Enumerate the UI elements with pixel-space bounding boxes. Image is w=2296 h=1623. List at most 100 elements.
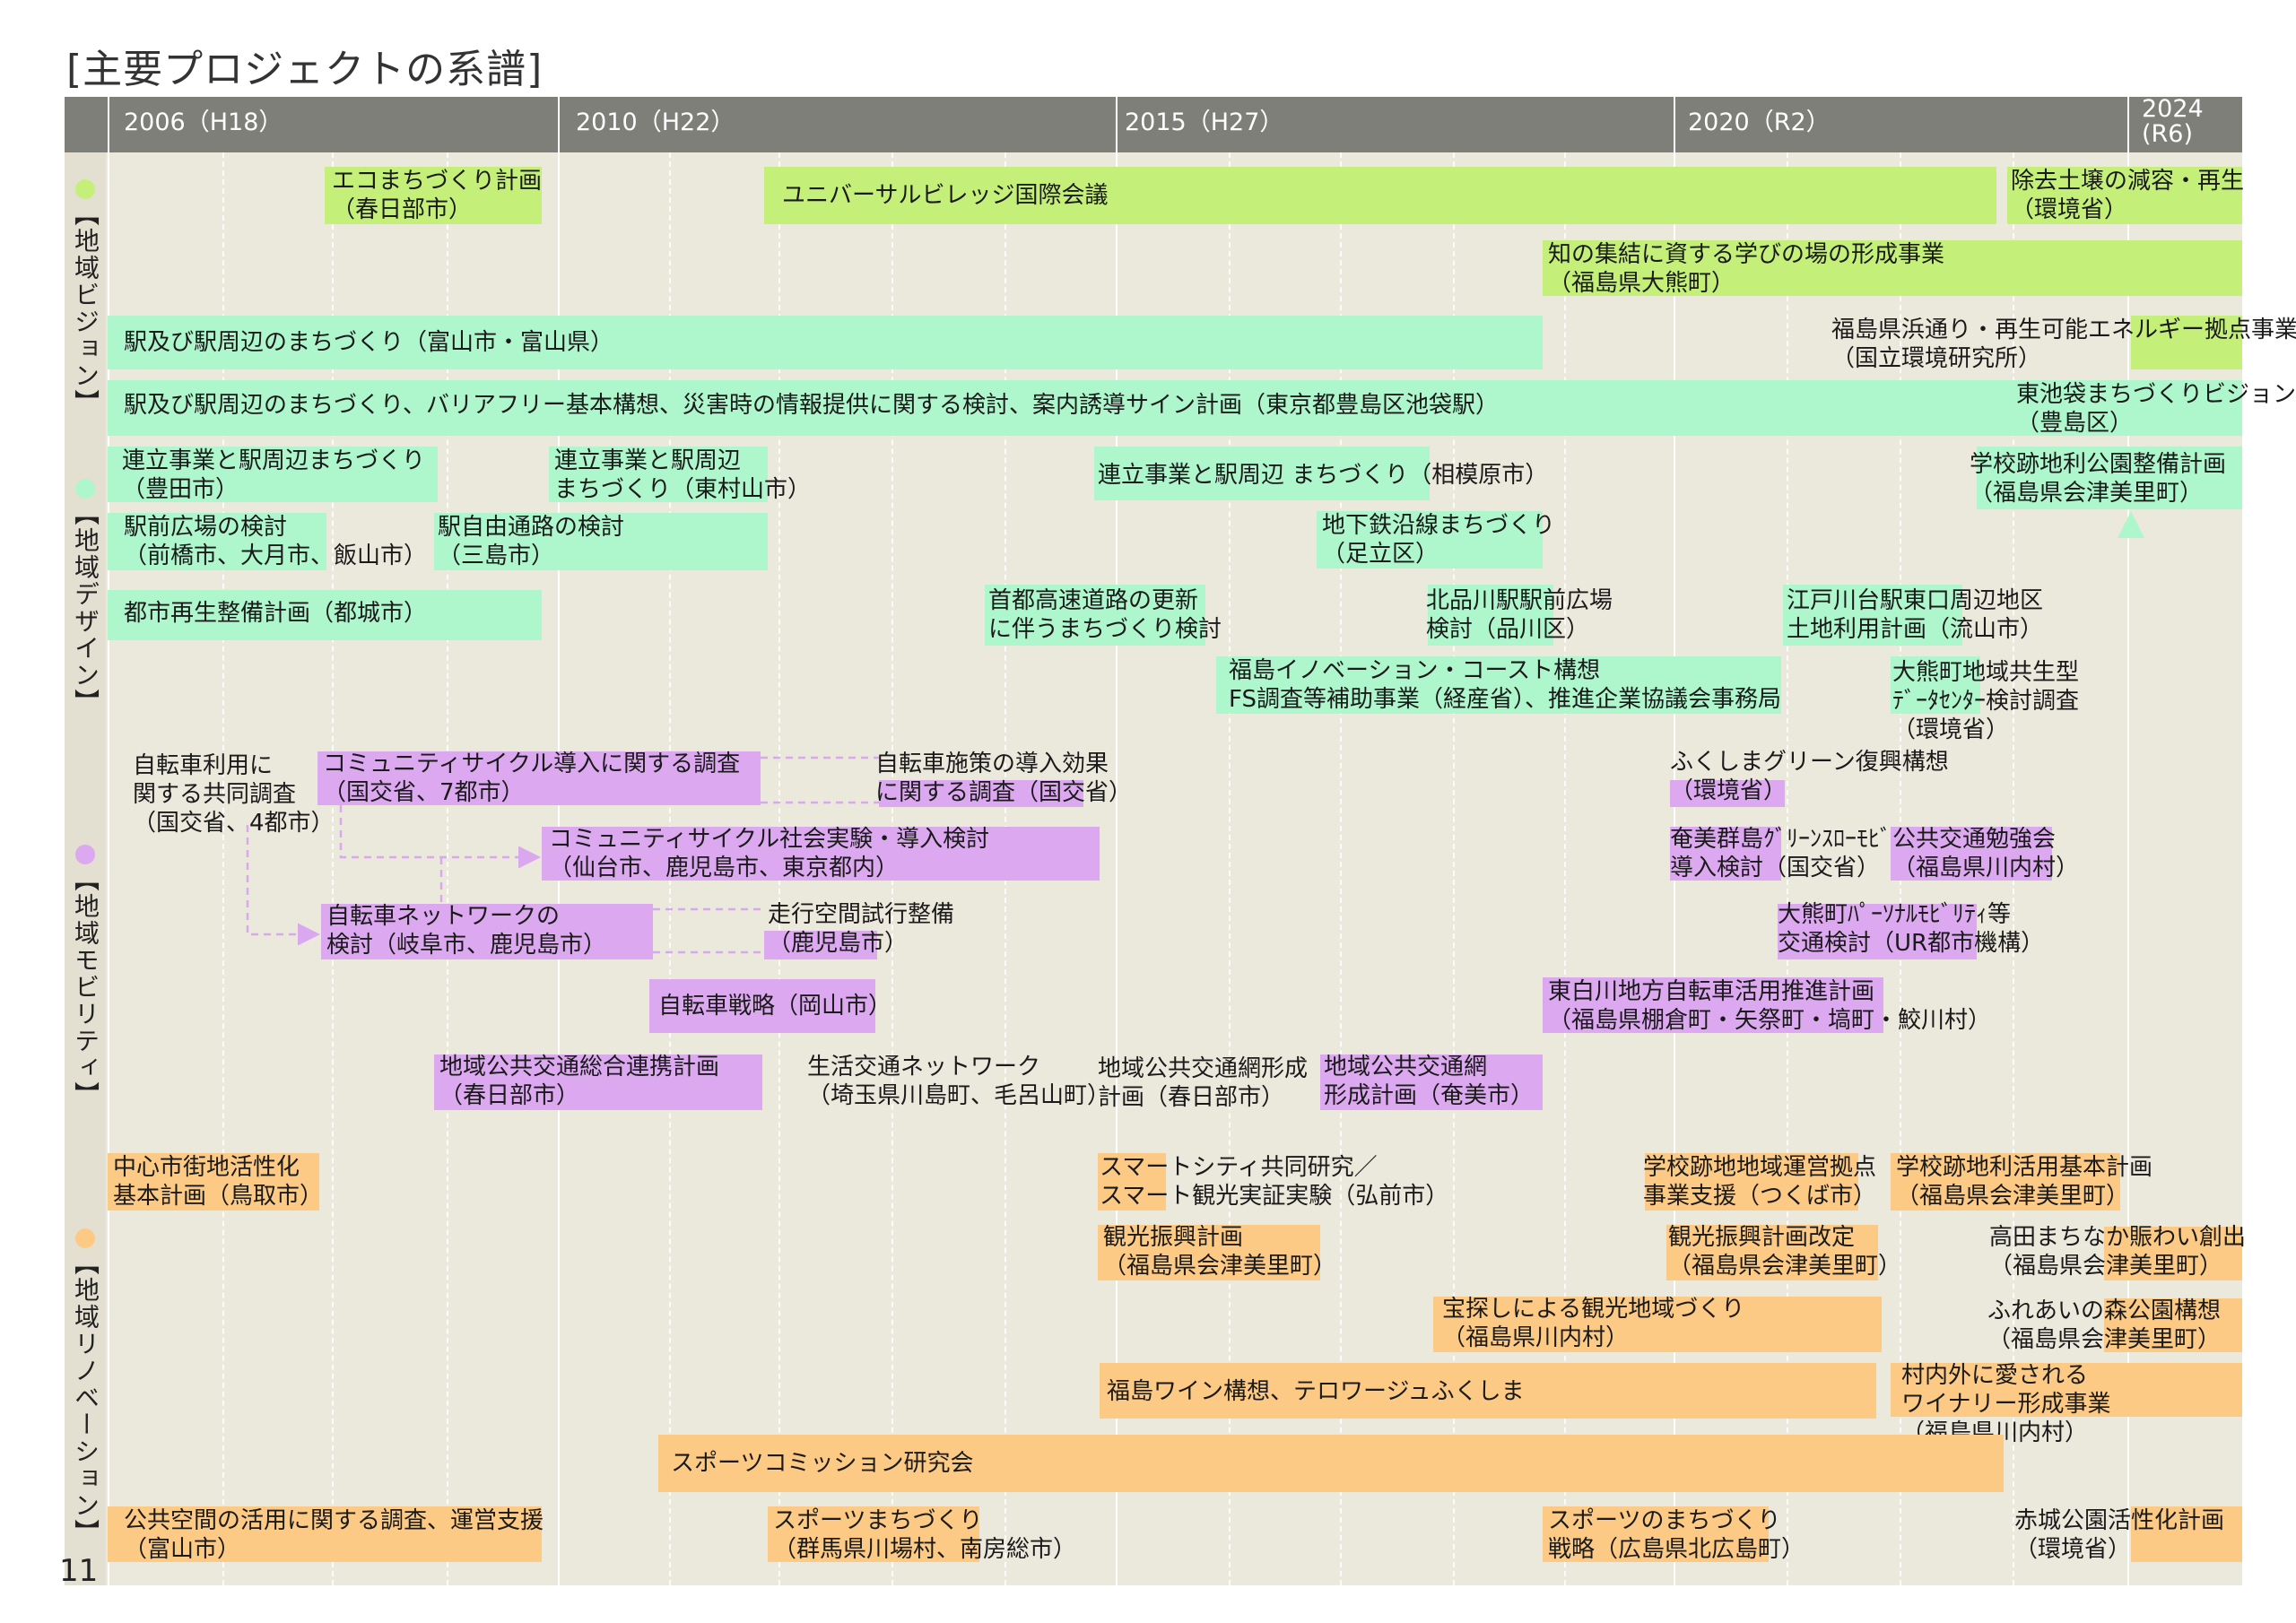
project-bar <box>1666 1225 1878 1280</box>
project-label: 走行空間試行整備 （鹿児島市） <box>768 901 955 957</box>
project-bar <box>108 1506 542 1562</box>
year-label-2010: 2010（H22） <box>576 108 735 136</box>
project-bar <box>108 380 2007 436</box>
project-label: 生活交通ネットワーク （埼玉県川島町、毛呂山町） <box>807 1054 1111 1109</box>
project-label: 駅前広場の検討 （前橋市、大月市、飯山市） <box>124 514 428 569</box>
timeline-header <box>65 97 2242 152</box>
section-vision: 【地域ビジョン】 <box>68 176 102 416</box>
project-bar <box>549 447 768 502</box>
project-bar <box>2131 316 2242 369</box>
year-gridline <box>2127 152 2129 1585</box>
project-label: 学校跡地利公園整備計画 （福島県会津美里町） <box>1970 451 2227 507</box>
year-gridline-header <box>2127 97 2129 152</box>
project-bar <box>764 167 1996 224</box>
year-gridline <box>108 152 109 1585</box>
section-renovation-label: 【地域リノベーション】 <box>71 1250 100 1546</box>
year-subgridline <box>1453 152 1455 1585</box>
project-label: 観光振興計画改定 （福島県会津美里町） <box>1668 1224 1902 1280</box>
project-bar <box>1098 1153 1166 1211</box>
project-label: 駅及び駅周辺のまちづくり、バリアフリー基本構想、災害時の情報提供に関する検討、案… <box>124 392 1499 419</box>
project-label: コミュニティサイクル社会実験・導入検討 （仙台市、鹿児島市、東京都内） <box>549 826 990 881</box>
year-label-2006: 2006（H18） <box>124 108 283 136</box>
project-label: 赤城公園活性化計画 （環境省） <box>2014 1507 2225 1563</box>
project-bar <box>2104 1227 2242 1280</box>
project-bar <box>2007 380 2242 436</box>
year-subgridline <box>332 152 334 1585</box>
connector-arrow <box>246 825 320 946</box>
project-label: スポーツコミッション研究会 <box>671 1450 974 1477</box>
year-subgridline <box>222 152 224 1585</box>
project-bar <box>1433 1297 1882 1352</box>
project-label: 東池袋まちづくりビジョン （豊島区） <box>2016 381 2296 437</box>
year-gridline-header <box>108 97 109 152</box>
project-label: 学校跡地地域運営拠点 事業支援（つくば市） <box>1643 1154 1877 1210</box>
project-label: ふれあいの森公園構想 （福島県会津美里町） <box>1987 1298 2222 1353</box>
project-label: 福島イノベーション・コースト構想 FS調査等補助事業（経産省）、推進企業協議会事… <box>1229 657 1782 713</box>
project-bar <box>879 780 1083 807</box>
project-label: 地域公共交通総合連携計画 （春日部市） <box>439 1054 720 1109</box>
year-subgridline <box>1229 152 1231 1585</box>
project-label: 自転車利用に 関する共同調査 （国交省、4都市） <box>133 752 335 837</box>
project-label: 江戸川台駅東口周辺地区 土地利用計画（流山市） <box>1787 587 2044 643</box>
project-label: スポーツまちづくり （群馬県川場村、南房総市） <box>773 1507 1077 1563</box>
project-bar <box>1891 656 1980 714</box>
project-label: スポーツのまちづくり 戦略（広島県北広島町） <box>1548 1507 1805 1563</box>
renovation-dot-icon <box>75 1228 95 1248</box>
year-gridline <box>1116 152 1118 1585</box>
year-label-2020: 2020（R2） <box>1688 108 1831 136</box>
project-label: 地下鉄沿線まちづくり （足立区） <box>1322 512 1556 568</box>
design-dot-icon <box>75 479 95 499</box>
section-design-label: 【地域デザイン】 <box>71 500 100 716</box>
project-bar <box>108 1153 319 1211</box>
project-label: 自転車施策の導入効果 に関する調査（国交省） <box>875 751 1133 806</box>
project-bar <box>1320 1055 1543 1110</box>
project-label: 宝探しによる観光地域づくり （福島県川内村） <box>1442 1296 1745 1351</box>
project-label: 村内外に愛される ワイナリー形成事業 （福島県川内村） <box>1901 1362 2111 1446</box>
section-design: 【地域デザイン】 <box>68 475 102 716</box>
project-bar <box>108 590 542 640</box>
project-label: 公共交通勉強会 （福島県川内村） <box>1892 826 2080 881</box>
project-bar <box>1543 1506 1769 1562</box>
project-label: 都市再生整備計画（都城市） <box>124 600 428 627</box>
project-label: 除去土壌の減容・再生 （環境省） <box>2011 168 2245 223</box>
project-bar <box>434 513 768 570</box>
project-bar <box>108 513 326 570</box>
project-bar <box>325 167 542 224</box>
project-bar <box>1891 1363 2242 1417</box>
section-vision-label: 【地域ビジョン】 <box>71 201 100 416</box>
project-label: エコまちづくり計画 （春日部市） <box>332 168 543 223</box>
mobility-dot-icon <box>75 845 95 864</box>
section-label-column <box>65 152 106 1585</box>
project-bar <box>542 827 1100 881</box>
project-bar <box>649 979 875 1033</box>
project-label: ふくしまグリーン復興構想 （環境省） <box>1670 749 1949 804</box>
project-bar <box>1670 780 1785 807</box>
vision-dot-icon <box>75 179 95 199</box>
year-label-2024-era: (R6) <box>2142 120 2194 148</box>
project-label: 大熊町ﾊﾟｰｿﾅﾙﾓﾋﾞﾘﾃｨ等 交通検討（UR都市機構） <box>1778 901 2045 957</box>
section-mobility: 【地域モビリティ】 <box>68 841 102 1108</box>
project-label: 駅及び駅周辺のまちづくり（富山市・富山県） <box>124 329 614 356</box>
page-number: 11 <box>59 1553 99 1589</box>
project-label: 自転車ネットワークの 検討（岐阜市、鹿児島市） <box>326 903 607 959</box>
project-bar <box>1094 447 1430 500</box>
project-bar <box>1977 447 2242 509</box>
project-bar <box>321 904 653 959</box>
project-bar <box>768 1506 979 1562</box>
project-bar <box>764 931 877 959</box>
project-label: 知の集結に資する学びの場の形成事業 （福島県大熊町） <box>1548 241 1945 297</box>
project-bar <box>658 1435 2004 1492</box>
project-label: 地域公共交通網 形成計画（奄美市） <box>1324 1054 1535 1109</box>
project-label: 連立事業と駅周辺 まちづくり（東村山市） <box>554 447 812 503</box>
project-label: 奄美群島ｸﾞﾘｰﾝｽﾛｰﾓﾋﾞﾘﾃｨ 導入検討（国交省） <box>1670 826 1927 881</box>
project-bar <box>1891 827 2052 881</box>
project-label: 自転車戦略（岡山市） <box>658 993 892 1020</box>
project-label: 東白川地方自転車活用推進計画 （福島県棚倉町・矢祭町・塙町・鮫川村） <box>1548 978 1992 1034</box>
project-label: 連立事業と駅周辺 まちづくり（相模原市） <box>1098 462 1549 489</box>
year-gridline-header <box>1116 97 1118 152</box>
page-title: [主要プロジェクトの系譜] <box>66 47 544 92</box>
project-label: 中心市街地活性化 基本計画（鳥取市） <box>113 1154 324 1210</box>
year-label-2024-year: 2024 <box>2142 95 2204 123</box>
project-label: ユニバーサルビレッジ国際会議 <box>782 182 1109 209</box>
project-label: 福島ワイン構想、テロワージュふくしま <box>1107 1378 1525 1405</box>
